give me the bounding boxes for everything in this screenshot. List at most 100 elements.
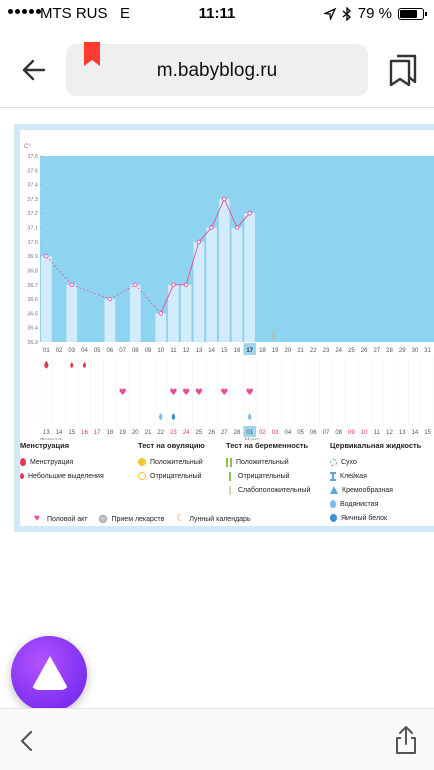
back-arrow-icon[interactable]	[20, 56, 48, 84]
signal-icon	[8, 9, 41, 14]
temperature-bar	[155, 313, 167, 342]
cycle-day-label: 11	[170, 348, 177, 354]
intercourse-heart: ♥	[169, 388, 177, 398]
y-tick-label: 36.5	[27, 311, 38, 317]
cycle-day-label: 03	[68, 348, 75, 354]
temperature-point	[107, 296, 113, 302]
cycle-day-label: 02	[56, 348, 63, 354]
cycle-day-label: 10	[157, 348, 164, 354]
calendar-date-label: 05	[297, 430, 304, 436]
y-tick-label: 36.8	[27, 268, 38, 274]
calendar-date-label: 17	[94, 430, 101, 436]
bluetooth-icon	[342, 6, 351, 21]
cycle-day-label: 31	[424, 348, 431, 354]
legend-menstruation: Менструация Менструация Небольшие выделе…	[20, 441, 104, 480]
temperature-point	[171, 282, 176, 288]
temperature-bar	[218, 198, 230, 342]
toolbar-divider	[0, 107, 434, 108]
cycle-day-label: 25	[348, 348, 355, 354]
calendar-date-label: 08	[335, 430, 342, 436]
calendar-date-label: 09	[348, 430, 355, 436]
intercourse-heart: ♥	[246, 388, 254, 398]
temperature-point	[183, 282, 189, 288]
temperature-bar	[66, 284, 78, 342]
cycle-day-label: 22	[310, 348, 317, 354]
temperature-point	[44, 253, 49, 259]
intercourse-heart: ♥	[195, 388, 203, 398]
cycle-day-label: 09	[145, 348, 152, 354]
calendar-date-label: 27	[221, 430, 228, 436]
day-row-bg	[40, 342, 434, 356]
calendar-date-label: 04	[284, 430, 291, 436]
cycle-day-label: 06	[107, 348, 114, 354]
location-arrow-icon	[323, 7, 336, 20]
bookmarks-icon[interactable]	[388, 54, 418, 86]
heart-icon: ♥	[34, 513, 40, 524]
menstruation-drop	[82, 362, 87, 368]
calendar-date-label: 26	[208, 430, 215, 436]
moon-icon: ☾	[176, 513, 186, 524]
two-lines-icon	[226, 457, 232, 467]
cycle-day-label: 12	[183, 348, 190, 354]
calendar-date-label: 13	[399, 430, 406, 436]
y-tick-label: 36.6	[27, 297, 38, 303]
temperature-bar	[180, 284, 192, 342]
cycle-day-label: 24	[335, 348, 342, 354]
cycle-day-label: 27	[373, 348, 380, 354]
battery-fill	[400, 9, 417, 18]
url-text[interactable]: m.babyblog.ru	[156, 60, 278, 81]
negative-circle-icon	[138, 472, 146, 480]
assistant-logo-icon	[31, 656, 69, 690]
legend-cervical-fluid: Цервикальная жидкость Сухо Клейкая Кремо…	[330, 441, 422, 522]
temperature-bar	[129, 284, 141, 342]
cycle-day-label: 17	[246, 348, 253, 354]
temperature-bar	[41, 256, 52, 342]
share-icon[interactable]	[394, 725, 418, 755]
cycle-day-label: 13	[196, 348, 203, 354]
temperature-line-segment	[198, 227, 212, 243]
y-tick-label: 37.1	[27, 226, 38, 232]
temperature-line-segment	[71, 284, 111, 300]
temperature-bar	[206, 227, 217, 342]
network-type: E	[120, 5, 131, 22]
drop-icon	[20, 458, 26, 466]
temperature-line-segment	[236, 212, 251, 228]
creamy-icon	[330, 486, 338, 494]
intercourse-heart: ♥	[182, 388, 190, 398]
month-label-start: Февраль	[40, 438, 64, 440]
cervical-fluid-drop	[171, 413, 176, 420]
y-tick-label: 36.3	[27, 340, 38, 346]
current-day-highlight	[243, 343, 257, 355]
bookmark-flag-icon[interactable]	[84, 42, 100, 66]
temperature-line-segment	[185, 241, 200, 285]
cervical-fluid-drop	[248, 413, 252, 420]
calendar-date-label: 15	[68, 430, 75, 436]
temperature-point	[247, 210, 252, 216]
sticky-icon	[330, 471, 336, 481]
temperature-line-segment	[211, 198, 225, 228]
voice-assistant-button[interactable]	[11, 636, 87, 712]
temperature-bar	[168, 284, 179, 342]
month-label-next: Март	[245, 438, 260, 440]
calendar-date-label: 06	[310, 430, 317, 436]
calendar-date-label: 15	[424, 430, 431, 436]
cycle-day-label: 18	[259, 348, 266, 354]
calendar-date-label: 28	[234, 430, 241, 436]
temperature-line-segment	[223, 198, 238, 228]
calendar-date-label: 11	[374, 430, 381, 436]
calendar-date-label: 25	[196, 430, 203, 436]
calendar-date-label: 10	[361, 430, 368, 436]
y-tick-label: 37.2	[27, 211, 38, 217]
status-bar: MTS RUS E 11:11 79 %	[0, 0, 434, 30]
calendar-date-label: 19	[119, 430, 126, 436]
cycle-day-label: 04	[81, 348, 88, 354]
address-bar[interactable]: m.babyblog.ru	[66, 42, 368, 96]
legend-ovulation-test: Тест на овуляцию Положительный Отрицател…	[138, 441, 205, 480]
legend-extra: ♥ Половой акт Прием лекарств ☾ Лунный кале…	[34, 513, 251, 524]
cycle-day-label: 01	[43, 348, 50, 354]
calendar-date-label: 21	[145, 430, 152, 436]
y-tick-label: 36.4	[27, 326, 38, 332]
temperature-point	[222, 196, 227, 202]
cycle-day-label: 15	[221, 348, 228, 354]
back-chevron-icon[interactable]	[18, 729, 36, 753]
